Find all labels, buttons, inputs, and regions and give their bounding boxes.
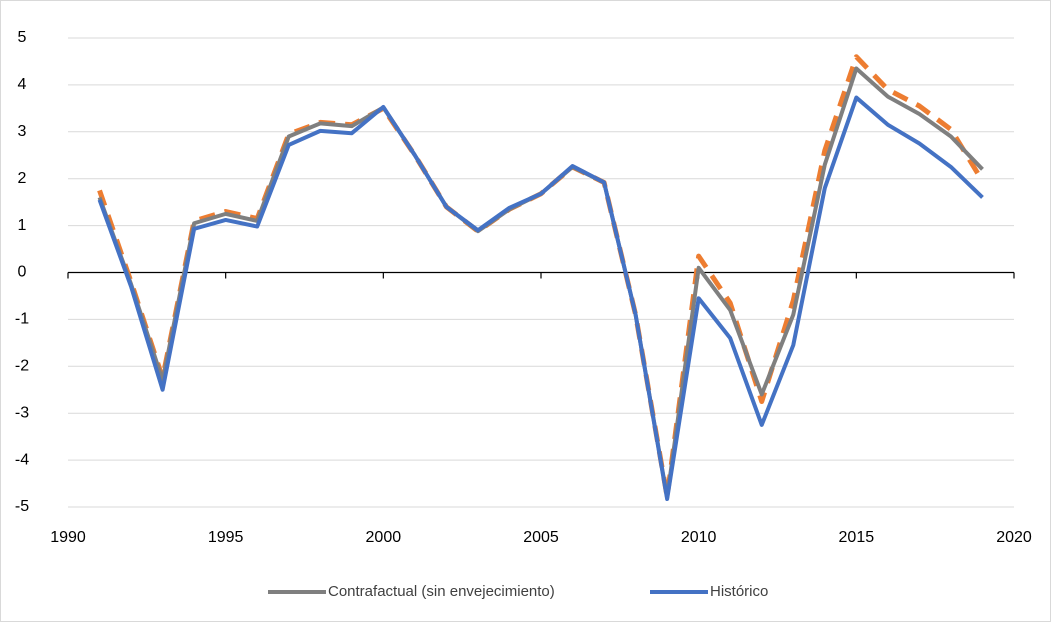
legend-label: Histórico <box>710 583 768 600</box>
y-tick-label: -2 <box>15 358 29 375</box>
x-tick-label: 2015 <box>839 529 875 546</box>
y-tick-label: 1 <box>18 217 27 234</box>
x-tick-label: 1995 <box>208 529 244 546</box>
y-tick-label: -5 <box>15 498 29 515</box>
y-tick-label: -1 <box>15 311 29 328</box>
y-tick-label: 4 <box>18 76 27 93</box>
y-tick-label: 2 <box>18 170 27 187</box>
y-tick-label: -3 <box>15 404 29 421</box>
x-tick-label: 2005 <box>523 529 559 546</box>
y-tick-label: 5 <box>18 29 27 46</box>
y-tick-label: 0 <box>18 264 27 281</box>
series-line <box>97 95 984 502</box>
y-tick-label: 3 <box>18 123 27 140</box>
x-tick-label: 1990 <box>50 529 86 546</box>
x-tick-label: 2020 <box>996 529 1032 546</box>
x-tick-label: 2000 <box>366 529 402 546</box>
x-tick-label: 2010 <box>681 529 717 546</box>
y-tick-label: -4 <box>15 451 29 468</box>
legend-label: Contrafactual (sin envejecimiento) <box>328 583 555 600</box>
